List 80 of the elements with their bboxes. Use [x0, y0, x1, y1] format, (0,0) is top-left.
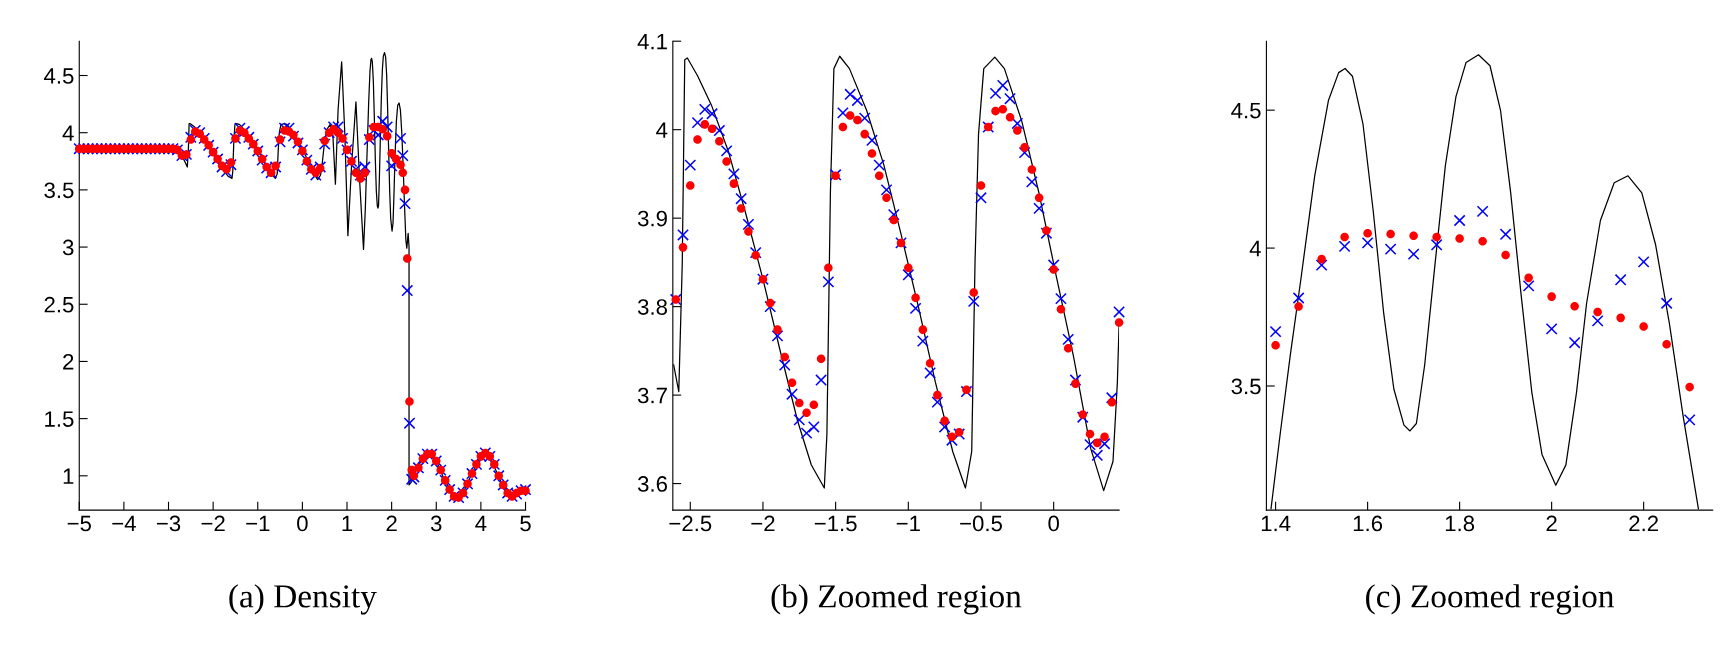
point [1361, 236, 1374, 249]
x-tick-label: −4 [112, 515, 136, 532]
point [1522, 279, 1535, 292]
y-tick-label: 2.5 [44, 296, 74, 313]
x-tick-label: −2 [201, 515, 225, 532]
y-tick-label: 4.1 [637, 33, 667, 50]
x-tick-label: 1.8 [1445, 515, 1475, 532]
point [1315, 259, 1328, 272]
y-tick-label: 3.7 [637, 387, 667, 404]
point [1545, 322, 1558, 335]
point [1660, 297, 1673, 310]
x-tick-label: −1 [896, 515, 920, 532]
point [1570, 302, 1579, 311]
point [1478, 236, 1487, 246]
point [1547, 292, 1556, 301]
y-tick-label: 3 [62, 239, 74, 256]
point [1340, 232, 1349, 242]
y-tick-label: 4 [1249, 240, 1261, 257]
point [1476, 205, 1489, 218]
point [1501, 250, 1510, 260]
point [1430, 238, 1443, 251]
x-tick-label: −1.5 [814, 515, 857, 532]
point [1593, 307, 1602, 317]
point [1524, 273, 1533, 283]
point [1338, 240, 1351, 253]
y-tick-label: 3.5 [1231, 378, 1261, 395]
x-tick-label: 4 [475, 515, 487, 532]
point [1685, 382, 1694, 392]
text: (c) Zoomed region [1366, 584, 1614, 615]
y-tick-label: 1.5 [45, 411, 74, 427]
y-tick-label: 3.6 [637, 476, 667, 492]
x-tick-label: −1 [246, 515, 270, 532]
point [1386, 229, 1395, 239]
point [1317, 254, 1326, 264]
x-tick-label: 1.4 [1261, 515, 1291, 532]
point [1292, 292, 1305, 304]
x-tick-label: −0.5 [960, 515, 1002, 532]
point [1591, 314, 1604, 327]
x-tick-label: 1.6 [1353, 515, 1383, 532]
y-tick-label: 3.9 [637, 210, 667, 227]
x-tick-label: −2.5 [669, 515, 712, 532]
point [1499, 228, 1512, 241]
point [1432, 232, 1441, 242]
text: (b) Zoomed region [771, 584, 1022, 615]
point [1614, 273, 1627, 286]
point [1294, 302, 1303, 311]
y-tick-label: 2 [63, 353, 74, 370]
point [1639, 322, 1648, 331]
x-tick-label: −2 [751, 515, 775, 532]
y-tick-label: 3.5 [44, 182, 74, 199]
x-tick-label: 2 [1546, 515, 1557, 532]
point [1453, 214, 1466, 227]
point [1407, 248, 1420, 261]
x-tick-label: 2 [386, 515, 397, 532]
point [1662, 340, 1671, 349]
point [1455, 234, 1464, 243]
x-tick-label: 2.2 [1629, 515, 1658, 532]
point [1568, 336, 1581, 349]
x-tick-label: −3 [156, 515, 181, 532]
x-tick-label: 1 [342, 515, 353, 532]
y-tick-label: 4 [62, 125, 74, 141]
y-tick-label: 4 [656, 122, 668, 138]
text: (a) Density [229, 584, 377, 615]
y-tick-label: 1 [63, 468, 74, 484]
y-tick-label: 4.5 [1231, 102, 1261, 119]
x-tick-label: 5 [520, 515, 531, 532]
point [1637, 255, 1650, 268]
x-tick-label: 0 [1048, 515, 1059, 532]
x-tick-label: 3 [430, 515, 442, 532]
y-tick-label: 4.5 [44, 68, 74, 84]
point [1683, 414, 1696, 426]
point [1616, 313, 1625, 323]
x-tick-label: 0 [297, 515, 308, 532]
x-tick-label: −5 [67, 515, 91, 532]
point [1271, 340, 1280, 350]
point [1269, 325, 1282, 338]
point [1363, 228, 1372, 238]
point [1384, 243, 1397, 256]
point [1409, 231, 1418, 240]
y-tick-label: 3.8 [637, 299, 668, 315]
